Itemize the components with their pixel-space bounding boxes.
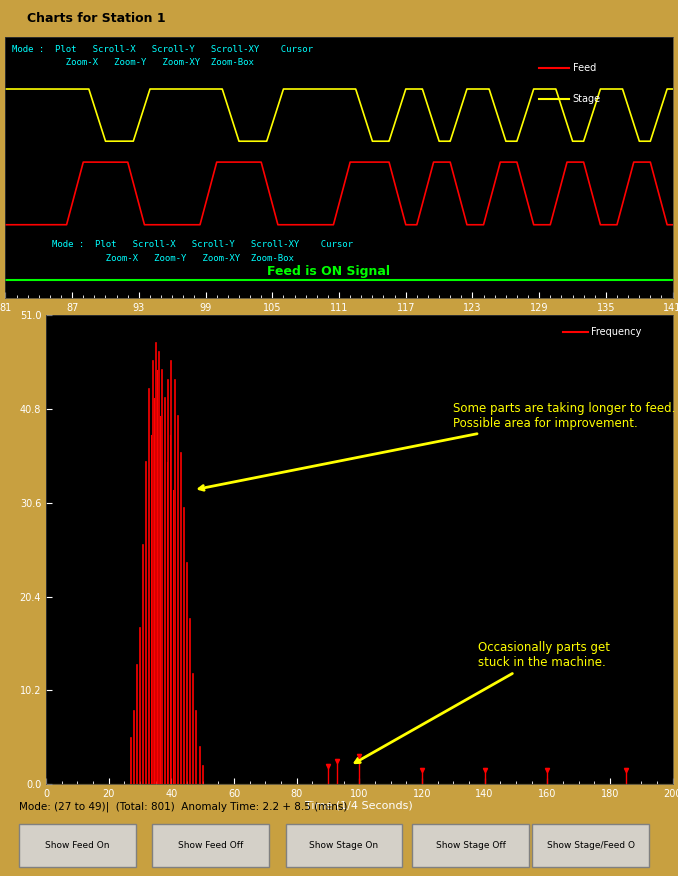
Text: Some parts are taking longer to feed.
Possible area for improvement.: Some parts are taking longer to feed. Po… (199, 402, 676, 491)
Text: Show Stage/Feed O: Show Stage/Feed O (547, 841, 635, 851)
Text: Show Feed On: Show Feed On (45, 841, 109, 851)
Text: Charts for Station 1: Charts for Station 1 (27, 11, 165, 25)
FancyBboxPatch shape (532, 824, 650, 867)
Text: Feed: Feed (572, 63, 596, 73)
Text: Feed is ON Signal: Feed is ON Signal (266, 265, 390, 278)
Text: Mode: (27 to 49)|  (Total: 801)  Anomaly Time: 2.2 + 8.5 (mins): Mode: (27 to 49)| (Total: 801) Anomaly T… (19, 802, 347, 812)
FancyBboxPatch shape (412, 824, 529, 867)
Text: Stage: Stage (572, 95, 601, 104)
FancyBboxPatch shape (19, 824, 136, 867)
Text: Show Stage On: Show Stage On (309, 841, 378, 851)
Text: Mode :  Plot   Scroll-X   Scroll-Y   Scroll-XY    Cursor
          Zoom-X   Zoom: Mode : Plot Scroll-X Scroll-Y Scroll-XY … (12, 45, 313, 67)
FancyBboxPatch shape (285, 824, 402, 867)
X-axis label: Time (1/4 Seconds): Time (1/4 Seconds) (306, 801, 413, 810)
Text: Show Feed Off: Show Feed Off (178, 841, 243, 851)
FancyBboxPatch shape (152, 824, 269, 867)
Text: Mode :  Plot   Scroll-X   Scroll-Y   Scroll-XY    Cursor
          Zoom-X   Zoom: Mode : Plot Scroll-X Scroll-Y Scroll-XY … (52, 240, 353, 263)
Text: Show Stage Off: Show Stage Off (436, 841, 506, 851)
Text: Frequency: Frequency (591, 327, 641, 336)
Text: Occasionally parts get
stuck in the machine.: Occasionally parts get stuck in the mach… (355, 641, 610, 763)
X-axis label: Time (Seconds): Time (Seconds) (296, 314, 382, 324)
